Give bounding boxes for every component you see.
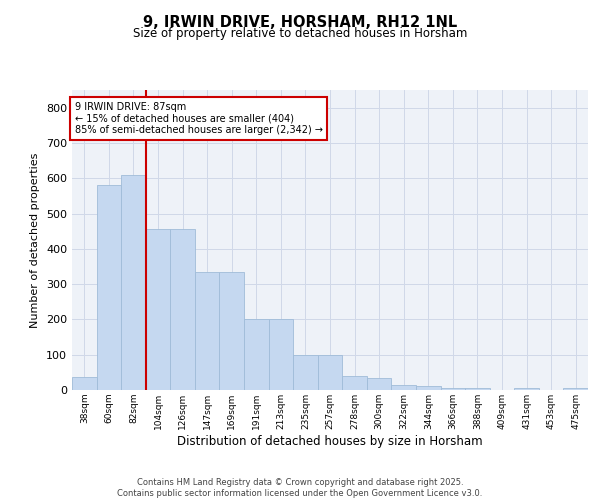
Bar <box>146 230 170 390</box>
Bar <box>342 376 367 390</box>
Bar <box>465 388 490 390</box>
Text: 9 IRWIN DRIVE: 87sqm
← 15% of detached houses are smaller (404)
85% of semi-deta: 9 IRWIN DRIVE: 87sqm ← 15% of detached h… <box>74 102 323 135</box>
Bar <box>514 388 539 390</box>
X-axis label: Distribution of detached houses by size in Horsham: Distribution of detached houses by size … <box>177 434 483 448</box>
Bar <box>391 384 416 390</box>
Bar <box>195 272 220 390</box>
Bar <box>440 388 465 390</box>
Bar <box>170 230 195 390</box>
Bar <box>269 320 293 390</box>
Bar <box>563 388 588 390</box>
Bar <box>72 376 97 390</box>
Bar <box>244 320 269 390</box>
Text: 9, IRWIN DRIVE, HORSHAM, RH12 1NL: 9, IRWIN DRIVE, HORSHAM, RH12 1NL <box>143 15 457 30</box>
Bar <box>293 354 318 390</box>
Y-axis label: Number of detached properties: Number of detached properties <box>31 152 40 328</box>
Bar <box>367 378 391 390</box>
Text: Size of property relative to detached houses in Horsham: Size of property relative to detached ho… <box>133 28 467 40</box>
Bar <box>220 272 244 390</box>
Bar <box>318 354 342 390</box>
Bar <box>121 174 146 390</box>
Bar <box>97 186 121 390</box>
Bar <box>416 386 440 390</box>
Text: Contains HM Land Registry data © Crown copyright and database right 2025.
Contai: Contains HM Land Registry data © Crown c… <box>118 478 482 498</box>
